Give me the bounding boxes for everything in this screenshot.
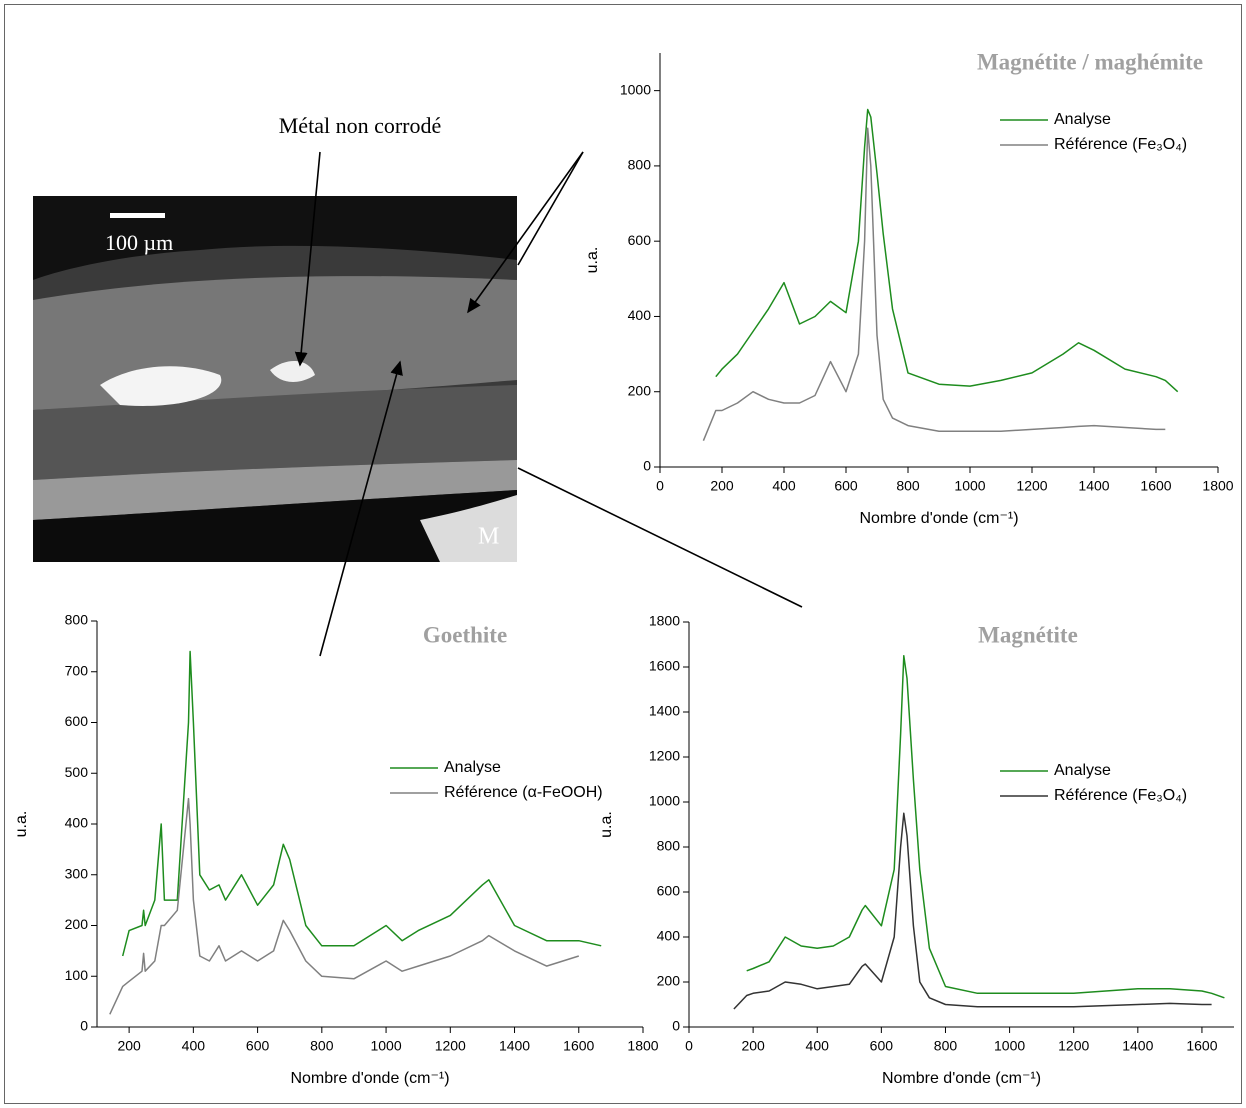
region-label: M	[478, 524, 499, 550]
y-tick-label: 300	[65, 865, 89, 881]
x-tick-label: 600	[246, 1038, 270, 1054]
spectrum-line	[121, 650, 602, 957]
y-tick-label: 200	[65, 916, 89, 932]
x-axis-label: Nombre d'onde (cm⁻¹)	[290, 1070, 449, 1087]
x-tick-label: 1200	[435, 1038, 466, 1054]
chart-title: Goethite	[423, 622, 507, 647]
y-tick-label: 800	[657, 838, 681, 854]
y-tick-label: 400	[628, 307, 652, 323]
x-tick-label: 800	[934, 1038, 958, 1054]
annotation: Métal non corrodé	[279, 113, 442, 138]
x-tick-label: 1800	[1202, 478, 1233, 494]
y-tick-label: 600	[65, 713, 89, 729]
y-tick-label: 100	[65, 967, 89, 983]
x-tick-label: 0	[685, 1038, 693, 1054]
x-tick-label: 200	[741, 1038, 765, 1054]
connectors	[294, 151, 803, 657]
x-tick-label: 600	[870, 1038, 894, 1054]
legend-label: Analyse	[1054, 111, 1111, 128]
y-tick-label: 0	[672, 1018, 680, 1034]
x-tick-label: 800	[310, 1038, 334, 1054]
spectrum-line	[109, 797, 580, 1015]
x-axis-label: Nombre d'onde (cm⁻¹)	[859, 510, 1018, 527]
spectrum-line	[702, 127, 1166, 441]
y-tick-label: 1600	[649, 658, 680, 674]
y-tick-label: 200	[628, 382, 652, 398]
x-tick-label: 1800	[627, 1038, 658, 1054]
y-tick-label: 0	[643, 458, 651, 474]
x-tick-label: 200	[117, 1038, 141, 1054]
chart-title: Magnétite	[978, 622, 1078, 647]
spectrum-line	[733, 812, 1212, 1010]
y-tick-label: 800	[65, 612, 89, 628]
x-tick-label: 1000	[370, 1038, 401, 1054]
spectrum-line	[715, 108, 1179, 393]
y-tick-label: 1200	[649, 748, 680, 764]
x-tick-label: 1000	[994, 1038, 1025, 1054]
y-tick-label: 400	[657, 928, 681, 944]
x-tick-label: 1600	[1186, 1038, 1217, 1054]
y-axis-label: u.a.	[598, 811, 615, 838]
x-tick-label: 400	[182, 1038, 206, 1054]
y-tick-label: 700	[65, 662, 89, 678]
y-tick-label: 800	[628, 157, 652, 173]
x-tick-label: 1200	[1016, 478, 1047, 494]
y-tick-label: 1400	[649, 703, 680, 719]
spectrum-line	[746, 655, 1225, 999]
x-tick-label: 1600	[1140, 478, 1171, 494]
legend-label: Référence (Fe₃O₄)	[1054, 787, 1187, 804]
y-tick-label: 600	[657, 883, 681, 899]
x-tick-label: 600	[834, 478, 858, 494]
x-tick-label: 800	[896, 478, 920, 494]
y-tick-label: 500	[65, 764, 89, 780]
x-tick-label: 1400	[499, 1038, 530, 1054]
y-tick-label: 200	[657, 973, 681, 989]
y-tick-label: 600	[628, 232, 652, 248]
y-axis-label: u.a.	[13, 811, 30, 838]
x-tick-label: 1200	[1058, 1038, 1089, 1054]
frame	[4, 4, 1242, 1104]
y-tick-label: 1800	[649, 613, 680, 629]
x-tick-label: 1000	[954, 478, 985, 494]
y-axis-label: u.a.	[584, 247, 601, 274]
micrograph	[33, 196, 517, 562]
x-tick-label: 200	[710, 478, 734, 494]
x-tick-label: 400	[806, 1038, 830, 1054]
legend-label: Référence (α-FeOOH)	[444, 784, 603, 801]
y-tick-label: 1000	[620, 81, 651, 97]
scale-label: 100 µm	[105, 230, 173, 255]
legend-label: Analyse	[1054, 762, 1111, 779]
y-tick-label: 400	[65, 815, 89, 831]
x-axis-label: Nombre d'onde (cm⁻¹)	[882, 1070, 1041, 1087]
y-tick-label: 1000	[649, 793, 680, 809]
chart-title: Magnétite / maghémite	[977, 49, 1203, 74]
x-tick-label: 0	[656, 478, 664, 494]
y-tick-label: 0	[80, 1018, 88, 1034]
legend-label: Analyse	[444, 759, 501, 776]
x-tick-label: 1400	[1122, 1038, 1153, 1054]
x-tick-label: 400	[772, 478, 796, 494]
legend-label: Référence (Fe₃O₄)	[1054, 136, 1187, 153]
x-tick-label: 1600	[563, 1038, 594, 1054]
x-tick-label: 1400	[1078, 478, 1109, 494]
